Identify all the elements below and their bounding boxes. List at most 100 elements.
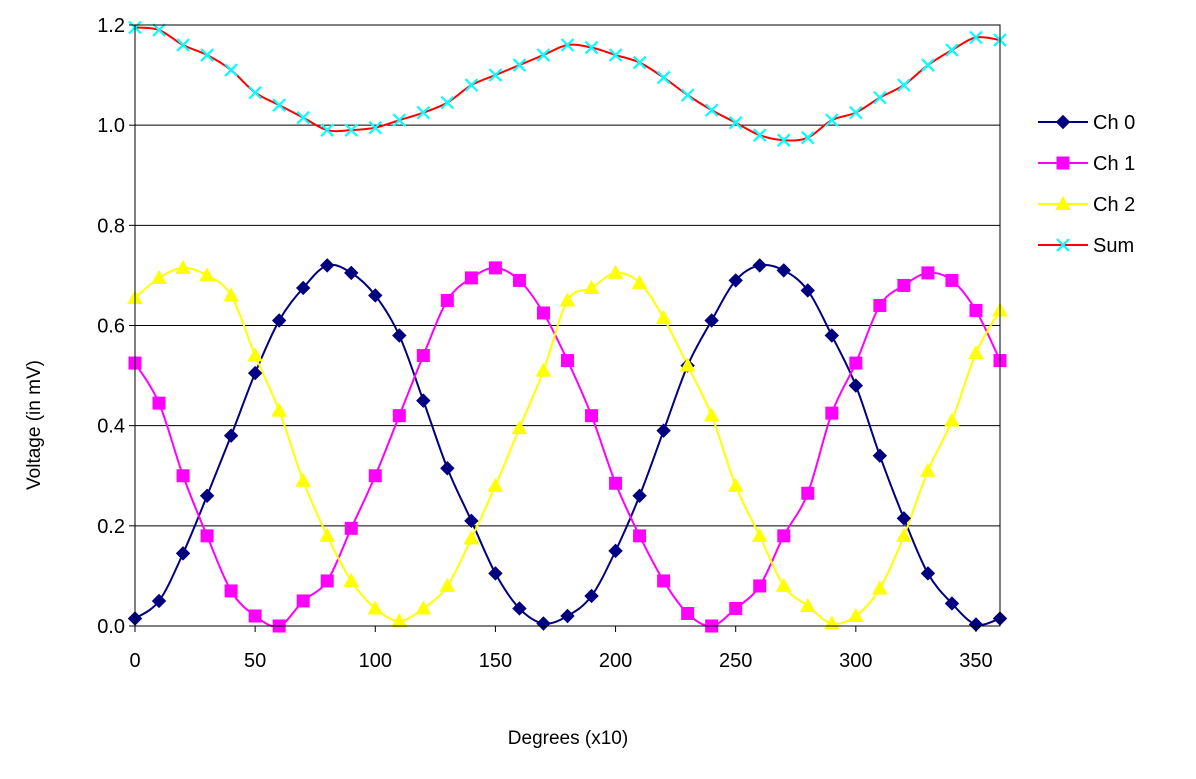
legend: Ch 0 Ch 1 Ch 2 Sum [1038,112,1135,257]
x-marker-stroke [272,98,286,112]
data-point-ch-1 [609,476,623,490]
data-point-ch-1 [152,396,166,410]
data-point-ch-2 [799,597,816,612]
data-point-ch-0 [464,513,479,529]
x-marker-stroke [873,90,887,105]
data-point-sum [392,113,407,127]
x-marker-stroke [296,110,310,125]
data-point-ch-1 [969,303,983,317]
x-marker-stroke [945,43,959,57]
x-marker-stroke [680,88,695,102]
data-point-ch-0 [560,608,575,624]
data-point-ch-2 [607,264,624,279]
data-point-ch-0 [151,593,167,609]
data-point-ch-1 [512,273,526,287]
data-point-ch-2 [295,472,312,487]
data-point-ch-1 [681,606,695,620]
y-tick-label: 0.6 [97,316,125,338]
data-point-ch-2 [944,412,960,427]
data-point-ch-2 [655,309,672,324]
data-point-ch-0 [223,428,239,443]
data-point-ch-0 [512,601,527,616]
data-point-ch-0 [824,328,840,343]
data-point-ch-2 [559,292,576,307]
data-point-sum [800,130,815,145]
data-point-sum [248,85,262,100]
data-point-ch-1 [585,409,599,423]
y-tick-label: 0.8 [97,215,125,237]
data-point-ch-1 [945,273,959,287]
data-point-sum [945,43,959,57]
y-tick-label: 0.4 [97,416,125,438]
x-marker-stroke [656,70,671,85]
data-point-sum [200,48,214,62]
data-point-ch-2 [847,607,864,622]
data-point-sum [368,120,383,135]
data-point-ch-2 [151,269,167,284]
data-point-ch-1 [392,409,406,423]
data-point-ch-2 [247,347,263,362]
data-point-ch-0 [584,588,599,604]
data-point-ch-2 [199,267,215,282]
data-point-ch-1 [464,271,478,285]
x-marker-stroke [776,133,791,147]
data-point-sum [296,110,310,125]
legend-label-sum: Sum [1093,235,1134,257]
data-point-ch-0 [536,616,551,631]
x-marker-stroke [200,48,214,62]
data-point-ch-2 [751,527,768,542]
data-point-ch-1 [536,306,550,320]
data-point-ch-0 [704,313,719,328]
x-marker-stroke [897,78,911,92]
data-point-ch-1 [633,529,647,543]
data-point-sum [416,105,431,120]
y-tick-label: 1.0 [97,115,125,137]
x-marker-stroke [512,58,527,72]
x-tick-label: 200 [599,650,632,672]
data-point-sum [849,105,863,120]
data-point-ch-1 [368,469,382,483]
data-point-ch-1 [561,354,574,368]
data-point-ch-2 [319,527,336,542]
x-marker-stroke [969,30,983,45]
data-point-ch-0 [752,258,767,273]
data-point-ch-1 [344,521,358,535]
data-point-sum [440,95,455,110]
x-marker-stroke [704,103,719,117]
data-point-sum [512,58,527,72]
y-tick-label: 1.2 [97,15,125,37]
data-point-ch-2 [175,259,191,274]
data-point-ch-0 [344,265,359,281]
tick-labels: 0.0 0.2 0.4 0.6 0.8 1.0 1.2 0 50 100 150 200 250 300 3… [97,15,992,672]
x-marker-stroke [176,38,190,52]
data-point-ch-2 [511,420,528,435]
x-marker-stroke [488,68,503,82]
data-point-ch-0 [199,488,215,503]
data-point-ch-2 [968,345,984,360]
data-point-ch-1 [200,529,214,543]
legend-label-ch-2: Ch 2 [1093,194,1135,216]
data-point-ch-2 [415,600,432,615]
plot-area-frame [134,24,1001,627]
data-point-ch-2 [223,287,239,302]
x-marker-stroke [224,63,238,77]
data-point-ch-2 [703,407,720,422]
data-point-sum [464,78,479,92]
data-point-sum [488,68,503,82]
data-point-ch-1 [729,601,743,615]
data-point-ch-2 [367,600,384,615]
data-point-ch-2 [896,527,912,542]
data-point-ch-1 [801,486,815,500]
x-tick-label: 100 [359,650,392,672]
data-point-ch-1 [296,594,310,608]
data-point-ch-0 [392,328,407,343]
data-point-ch-1 [248,609,262,623]
data-point-sum [873,90,887,105]
legend-label-ch-1: Ch 1 [1093,153,1135,175]
x-marker-stroke [440,95,455,110]
data-point-ch-0 [776,263,791,278]
axes [129,24,1001,632]
x-marker-stroke [1056,238,1070,252]
data-point-ch-0 [728,273,743,288]
